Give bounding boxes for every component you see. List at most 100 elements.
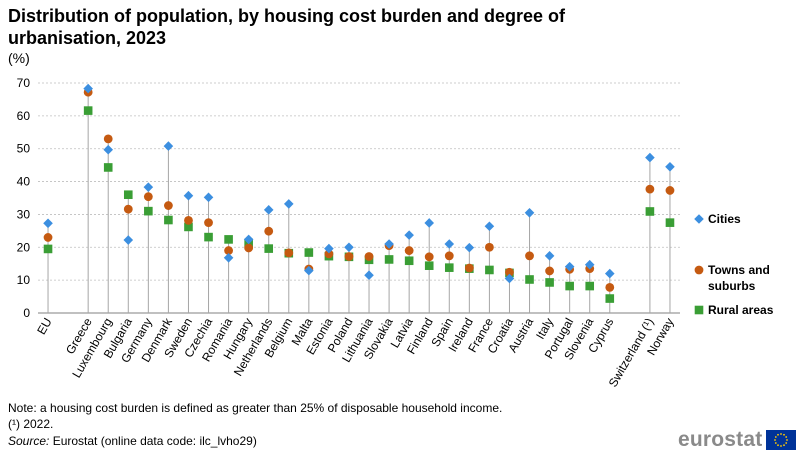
- eu-flag-icon: [766, 430, 797, 450]
- source-line: Source: Eurostat (online data code: ilc_…: [8, 434, 257, 448]
- cities-point: [645, 152, 655, 163]
- cities-point: [163, 141, 174, 151]
- rural-point: [444, 263, 454, 272]
- towns-point: [464, 263, 474, 273]
- source-text: Eurostat (online data code: ilc_lvho29): [49, 434, 257, 448]
- legend-item: Towns and suburbs: [694, 263, 770, 293]
- y-tick-label: 40: [17, 175, 31, 189]
- rural-point: [224, 235, 233, 244]
- cities-point: [524, 207, 535, 218]
- cities-point: [424, 218, 435, 228]
- flag-star: [775, 436, 778, 438]
- cities-point: [43, 218, 53, 229]
- rural-point: [525, 275, 534, 284]
- flag-star: [777, 444, 780, 447]
- rural-point: [545, 278, 554, 287]
- x-tick-label: EU: [34, 316, 54, 337]
- eurostat-logo: eurostat: [678, 428, 797, 452]
- cities-point: [384, 239, 394, 249]
- towns-point: [143, 192, 153, 202]
- rural-point: [204, 232, 213, 242]
- rural-point: [404, 256, 414, 266]
- cities-point: [263, 205, 274, 215]
- flag-star: [785, 442, 788, 444]
- cities-point: [504, 273, 515, 284]
- towns-point: [184, 215, 193, 225]
- towns-point: [444, 251, 454, 261]
- towns-point: [424, 252, 434, 262]
- rural-point: [605, 294, 615, 303]
- legend-marker: [694, 214, 704, 224]
- rural-point: [304, 248, 314, 257]
- y-tick-label: 20: [17, 240, 31, 254]
- flag-background: [766, 430, 797, 450]
- y-tick-label: 50: [17, 142, 31, 156]
- cities-point: [324, 243, 334, 254]
- flag-star: [780, 433, 783, 435]
- cities-point: [564, 261, 575, 272]
- towns-point: [224, 246, 233, 255]
- flag-star: [775, 442, 778, 444]
- cities-point: [344, 242, 354, 253]
- cities-point: [444, 239, 455, 249]
- towns-point: [485, 242, 494, 252]
- cities-point: [464, 242, 475, 253]
- cities-point: [304, 265, 314, 276]
- towns-point: [645, 184, 655, 194]
- flag-star: [786, 439, 789, 441]
- cities-point: [223, 253, 234, 263]
- cities-point: [123, 235, 134, 245]
- cities-point: [183, 190, 194, 201]
- towns-point: [284, 248, 294, 258]
- towns-point: [525, 251, 534, 261]
- towns-point: [344, 252, 354, 261]
- towns-point: [605, 282, 615, 292]
- cities-point: [544, 251, 555, 261]
- cities-point: [203, 192, 214, 203]
- cities-point: [103, 144, 114, 155]
- y-tick-label: 30: [17, 207, 31, 221]
- rural-point: [103, 163, 113, 172]
- towns-point: [505, 267, 514, 277]
- eurostat-wordmark: eurostat: [678, 428, 763, 451]
- flag-star: [783, 433, 786, 436]
- flag-star: [777, 433, 780, 436]
- legend-item: Rural areas: [694, 303, 774, 317]
- towns-point: [324, 249, 334, 259]
- rural-point: [485, 265, 494, 275]
- rural-point: [585, 281, 595, 291]
- y-tick-label: 70: [17, 76, 31, 90]
- towns-point: [264, 226, 274, 236]
- legend-item: Cities: [694, 212, 741, 226]
- towns-point: [364, 252, 374, 261]
- flag-star: [774, 439, 777, 441]
- rural-point: [184, 222, 193, 232]
- flag-star: [785, 436, 788, 438]
- towns-point: [404, 246, 414, 255]
- towns-point: [244, 243, 254, 253]
- rural-point: [645, 207, 655, 216]
- y-tick-label: 10: [17, 273, 31, 287]
- rural-point: [384, 255, 394, 264]
- cities-point: [665, 161, 675, 172]
- rural-point: [164, 215, 173, 225]
- legend-label: Towns and suburbs: [708, 263, 770, 293]
- cities-point: [604, 268, 615, 279]
- towns-point: [123, 204, 133, 214]
- towns-point: [164, 201, 173, 210]
- cities-point: [283, 199, 294, 209]
- unit-label: (%): [8, 50, 30, 66]
- towns-point: [204, 218, 213, 228]
- towns-point: [103, 134, 113, 144]
- rural-point: [144, 206, 153, 216]
- rural-point: [123, 190, 133, 200]
- footnote: Note: a housing cost burden is defined a…: [8, 401, 503, 415]
- rural-point: [565, 281, 574, 291]
- legend-marker: [694, 305, 704, 315]
- legend-label: Rural areas: [708, 303, 774, 317]
- y-tick-label: 0: [23, 306, 30, 320]
- cities-point: [83, 83, 93, 94]
- footnote-2022: (¹) 2022.: [8, 417, 54, 431]
- cities-point: [484, 221, 495, 232]
